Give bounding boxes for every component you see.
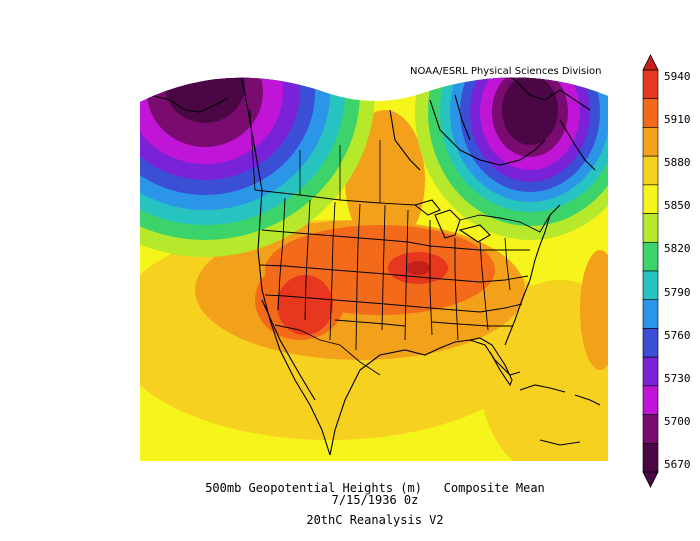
caption-dataset: 20thC Reanalysis V2 xyxy=(306,513,444,527)
colorbar-cell xyxy=(642,414,659,444)
colorbar-tick-label: 5940 xyxy=(664,70,691,83)
colorbar-cell xyxy=(642,270,659,301)
colorbar-cell xyxy=(642,127,659,157)
colorbar-tick-label: 5820 xyxy=(664,242,691,256)
western-trough xyxy=(140,77,375,257)
colorbar-cell xyxy=(642,442,659,473)
colorbar-bottom-arrow xyxy=(642,471,659,488)
colorbar-cell xyxy=(642,299,659,329)
colorbar-top-arrow xyxy=(642,54,659,71)
caption-line1: 500mb Geopotential Heights (m) Composite… xyxy=(0,481,700,495)
field-name: 500mb Geopotential Heights (m) xyxy=(205,481,422,495)
colorbar-cell xyxy=(642,356,659,387)
colorbar-cell xyxy=(642,155,659,186)
credit-label: NOAA/ESRL Physical Sciences Division xyxy=(410,66,602,77)
caption-date: 7/15/1936 0z xyxy=(331,493,419,507)
colorbar-cell xyxy=(642,213,659,243)
colorbar-tick-label: 5850 xyxy=(664,199,691,213)
height-field xyxy=(140,77,608,461)
statistic-name: Composite Mean xyxy=(443,481,545,495)
colorbar-cell xyxy=(642,241,659,272)
colorbar-tick-label: 5730 xyxy=(664,371,691,385)
colorbar-cell xyxy=(642,385,659,415)
colorbar-cell xyxy=(642,184,659,214)
colorbar-cell xyxy=(642,69,659,100)
state-boundaries xyxy=(254,189,551,376)
colorbar-cell xyxy=(642,328,659,358)
colorbar-tick-label: 5910 xyxy=(664,113,691,127)
eastern-trough xyxy=(415,77,608,240)
coastlines xyxy=(149,77,601,456)
colorbar-tick-label: 5790 xyxy=(664,285,691,299)
colorbar-cell xyxy=(642,98,659,128)
colorbar-tick-label: 5670 xyxy=(664,458,691,471)
colorbar-tick-label: 5700 xyxy=(664,414,691,428)
province-boundaries xyxy=(249,109,381,203)
colorbar-tick-label: 5880 xyxy=(664,156,691,170)
colorbar-tick-label: 5760 xyxy=(664,328,691,342)
